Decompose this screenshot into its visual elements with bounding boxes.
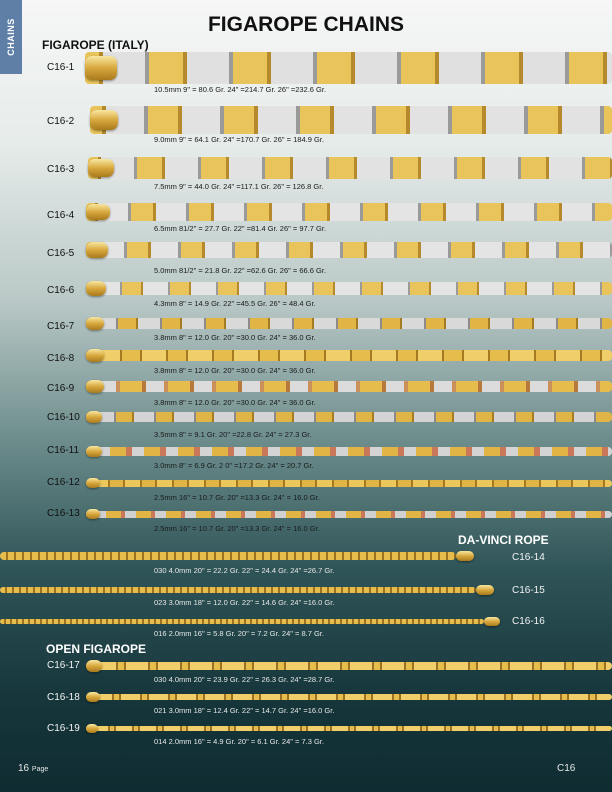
product-code: C16-17 bbox=[47, 660, 80, 671]
clasp-image bbox=[456, 551, 474, 561]
chains-side-tab[interactable]: CHAINS bbox=[0, 0, 22, 74]
section-heading-davinci: DA-VINCI ROPE bbox=[458, 533, 549, 547]
product-code: C16-19 bbox=[47, 723, 80, 734]
chain-image bbox=[86, 726, 612, 731]
product-specs: 2.5mm 16" = 10.7 Gr. 20" =13.3 Gr. 24" =… bbox=[154, 524, 320, 533]
product-specs: 023 3.0mm 18" = 12.0 Gr. 22" = 14.6 Gr. … bbox=[154, 598, 335, 607]
product-code: C16-6 bbox=[47, 285, 75, 296]
chain-image bbox=[86, 350, 612, 361]
product-code: C16-12 bbox=[47, 477, 80, 488]
catalog-code: C16 bbox=[557, 763, 576, 774]
product-code: C16-8 bbox=[47, 353, 75, 364]
product-specs: 021 3.0mm 18" = 12.4 Gr. 22" = 14.7 Gr. … bbox=[154, 706, 335, 715]
chain-image bbox=[86, 694, 612, 700]
clasp-image bbox=[86, 242, 108, 258]
product-specs: 030 4.0mm 20" = 23.9 Gr. 22" = 26.3 Gr. … bbox=[154, 675, 335, 684]
product-specs: 6.5mm 81/2" = 27.7 Gr. 22" =81.4 Gr. 26"… bbox=[154, 224, 327, 233]
clasp-image bbox=[86, 204, 110, 220]
page-title: FIGAROPE CHAINS bbox=[207, 13, 404, 36]
product-code: C16-5 bbox=[47, 248, 75, 259]
clasp-image bbox=[90, 110, 118, 130]
clasp-image bbox=[86, 724, 98, 733]
chain-image bbox=[86, 242, 612, 258]
product-specs: 3.8mm 8" = 12.0 Gr. 20" =30.0 Gr. 24" = … bbox=[154, 333, 316, 342]
section-heading-open: OPEN FIGAROPE bbox=[46, 642, 147, 656]
clasp-image bbox=[86, 380, 104, 393]
chain-image bbox=[86, 447, 612, 456]
clasp-image bbox=[86, 349, 104, 362]
product-specs: 10.5mm 9" = 80.6 Gr. 24" =214.7 Gr. 26" … bbox=[154, 85, 327, 94]
product-code: C16-11 bbox=[47, 445, 80, 456]
chain-image bbox=[0, 587, 476, 593]
page-number-value: 16 bbox=[18, 763, 30, 774]
clasp-image bbox=[86, 478, 100, 488]
product-specs: 3.8mm 8" = 12.0 Gr. 20" =30.0 Gr. 24" = … bbox=[154, 398, 316, 407]
chain-image bbox=[90, 106, 612, 134]
product-code: C16-13 bbox=[47, 508, 80, 519]
chain-image bbox=[86, 662, 612, 670]
product-code: C16-4 bbox=[47, 210, 75, 221]
section-heading-italy: FIGAROPE (ITALY) bbox=[42, 38, 149, 52]
product-code: C16-2 bbox=[47, 116, 75, 127]
chain-image bbox=[86, 511, 612, 518]
product-specs: 9.0mm 9" = 64.1 Gr. 24" =170.7 Gr. 26" =… bbox=[154, 135, 324, 144]
product-specs: 030 4.0mm 20" = 22.2 Gr. 22" = 24.4 Gr. … bbox=[154, 566, 335, 575]
product-specs: 7.5mm 9" = 44.0 Gr. 24" =117.1 Gr. 26" =… bbox=[154, 182, 324, 191]
product-specs: 3.8mm 8" = 12.0 Gr. 20" =30.0 Gr. 24" = … bbox=[154, 366, 316, 375]
product-specs: 2.5mm 16" = 10.7 Gr. 20" =13.3 Gr. 24" =… bbox=[154, 493, 320, 502]
chain-image bbox=[88, 157, 612, 179]
product-code: C16-14 bbox=[512, 552, 545, 563]
page-number: 16 Page bbox=[18, 763, 48, 774]
product-specs: 3.5mm 8" = 9.1 Gr. 20" =22.8 Gr. 24" = 2… bbox=[154, 430, 312, 439]
clasp-image bbox=[86, 411, 102, 423]
chain-image bbox=[86, 318, 612, 329]
clasp-image bbox=[86, 692, 100, 702]
clasp-image bbox=[86, 509, 100, 519]
product-code: C16-7 bbox=[47, 321, 75, 332]
product-specs: 5.0mm 81/2" = 21.8 Gr. 22" =62.6 Gr. 26"… bbox=[154, 266, 327, 275]
product-code: C16-10 bbox=[47, 412, 80, 423]
chain-image bbox=[86, 412, 612, 422]
page-word: Page bbox=[31, 766, 49, 773]
chain-image bbox=[86, 480, 612, 487]
chain-image bbox=[0, 552, 456, 560]
product-specs: 014 2.0mm 16" = 4.9 Gr. 20" = 6.1 Gr. 24… bbox=[154, 737, 324, 746]
clasp-image bbox=[86, 317, 104, 330]
chain-image bbox=[0, 619, 484, 624]
chain-image bbox=[86, 381, 612, 392]
chain-image bbox=[86, 203, 612, 221]
clasp-image bbox=[88, 159, 114, 177]
product-specs: 016 2.0mm 16" = 5.8 Gr. 20" = 7.2 Gr. 24… bbox=[154, 629, 324, 638]
clasp-image bbox=[484, 617, 500, 626]
product-code: C16-16 bbox=[512, 616, 545, 627]
product-code: C16-15 bbox=[512, 585, 545, 596]
clasp-image bbox=[86, 660, 102, 672]
product-code: C16-18 bbox=[47, 692, 80, 703]
chain-image bbox=[85, 52, 612, 84]
chain-image bbox=[86, 282, 612, 295]
clasp-image bbox=[85, 56, 117, 80]
clasp-image bbox=[86, 446, 102, 457]
product-specs: 4.3mm 8" = 14.9 Gr. 22" =45.5 Gr. 26" = … bbox=[154, 299, 316, 308]
clasp-image bbox=[86, 281, 106, 296]
product-specs: 3.0mm 8" = 6.9 Gr. 2 0" =17.2 Gr. 24" = … bbox=[154, 461, 314, 470]
clasp-image bbox=[476, 585, 494, 595]
product-code: C16-1 bbox=[47, 62, 75, 73]
product-code: C16-3 bbox=[47, 164, 75, 175]
product-code: C16-9 bbox=[47, 383, 75, 394]
